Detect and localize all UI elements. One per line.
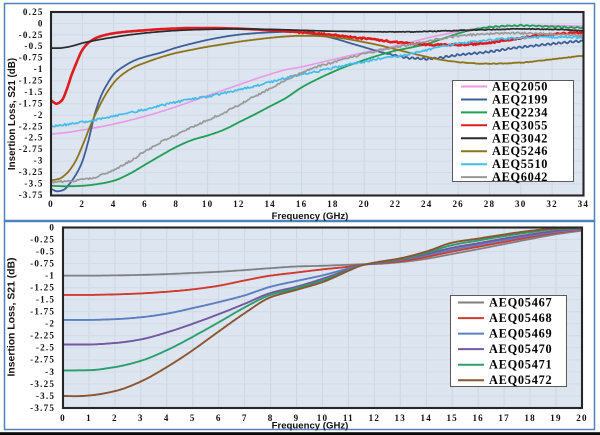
svg-text:-1.5: -1.5 <box>24 87 43 97</box>
svg-text:Frequency (GHz): Frequency (GHz) <box>272 211 349 222</box>
svg-text:-3.25: -3.25 <box>19 167 44 177</box>
svg-text:26: 26 <box>452 199 464 209</box>
svg-text:-2.75: -2.75 <box>19 144 44 154</box>
svg-text:16: 16 <box>296 199 308 209</box>
svg-text:-1.25: -1.25 <box>30 283 55 293</box>
svg-text:Insertion Loss, S21 (dB): Insertion Loss, S21 (dB) <box>7 258 18 377</box>
svg-text:0.25: 0.25 <box>23 7 44 17</box>
svg-text:-1.5: -1.5 <box>36 295 55 305</box>
svg-text:8: 8 <box>268 413 274 423</box>
svg-text:-1.75: -1.75 <box>30 307 55 317</box>
svg-text:-3.5: -3.5 <box>36 391 55 401</box>
svg-text:10: 10 <box>202 199 214 209</box>
svg-text:22: 22 <box>390 199 402 209</box>
svg-text:0: 0 <box>48 199 54 209</box>
svg-text:AEQ5246: AEQ5246 <box>492 144 548 158</box>
svg-text:AEQ05467: AEQ05467 <box>489 296 552 310</box>
svg-text:AEQ05470: AEQ05470 <box>489 342 552 356</box>
svg-text:0: 0 <box>60 413 66 423</box>
svg-text:12: 12 <box>233 199 245 209</box>
svg-text:-2: -2 <box>45 319 55 329</box>
svg-text:AEQ3055: AEQ3055 <box>492 118 548 132</box>
svg-text:4: 4 <box>164 413 170 423</box>
svg-text:5: 5 <box>190 413 196 423</box>
svg-text:6: 6 <box>216 413 222 423</box>
svg-text:-0.75: -0.75 <box>30 259 55 269</box>
svg-text:-2.5: -2.5 <box>36 343 55 353</box>
svg-text:30: 30 <box>515 199 527 209</box>
svg-text:0: 0 <box>38 18 44 28</box>
svg-text:AEQ05471: AEQ05471 <box>489 358 552 372</box>
svg-text:4: 4 <box>111 199 117 209</box>
svg-text:-1: -1 <box>45 271 55 281</box>
svg-text:15: 15 <box>446 413 458 423</box>
svg-text:-0.5: -0.5 <box>36 247 55 257</box>
svg-text:-3.5: -3.5 <box>24 179 43 189</box>
svg-text:8: 8 <box>173 199 179 209</box>
svg-text:AEQ05472: AEQ05472 <box>489 373 552 387</box>
svg-text:18: 18 <box>327 199 339 209</box>
svg-text:10: 10 <box>317 413 329 423</box>
svg-text:2: 2 <box>79 199 85 209</box>
svg-text:-2.5: -2.5 <box>24 133 43 143</box>
svg-text:-3.75: -3.75 <box>30 403 55 413</box>
svg-text:14: 14 <box>421 413 433 423</box>
svg-text:12: 12 <box>369 413 381 423</box>
svg-text:-0.75: -0.75 <box>19 53 44 63</box>
svg-text:19: 19 <box>550 413 562 423</box>
svg-text:-3: -3 <box>34 156 44 166</box>
svg-text:-1.25: -1.25 <box>19 76 44 86</box>
svg-text:-3.25: -3.25 <box>30 379 55 389</box>
svg-text:AEQ2199: AEQ2199 <box>492 93 548 107</box>
svg-text:9: 9 <box>294 413 300 423</box>
svg-text:7: 7 <box>242 413 248 423</box>
svg-text:13: 13 <box>395 413 407 423</box>
svg-text:-2: -2 <box>34 110 44 120</box>
svg-text:-3.75: -3.75 <box>19 190 44 200</box>
svg-text:2: 2 <box>112 413 118 423</box>
svg-text:-2.75: -2.75 <box>30 355 55 365</box>
svg-text:-2.25: -2.25 <box>30 331 55 341</box>
svg-text:-0.25: -0.25 <box>19 30 44 40</box>
svg-text:-1.75: -1.75 <box>19 98 44 108</box>
svg-text:-1: -1 <box>34 64 44 74</box>
svg-text:16: 16 <box>472 413 484 423</box>
svg-text:0: 0 <box>49 222 55 232</box>
svg-text:-0.5: -0.5 <box>24 41 43 51</box>
svg-text:11: 11 <box>343 413 354 423</box>
svg-text:18: 18 <box>524 413 536 423</box>
svg-text:24: 24 <box>421 199 433 209</box>
svg-text:17: 17 <box>498 413 510 423</box>
svg-text:20: 20 <box>576 413 588 423</box>
svg-text:34: 34 <box>578 199 590 209</box>
svg-text:28: 28 <box>484 199 496 209</box>
svg-text:Insertion Loss, S21 (dB): Insertion Loss, S21 (dB) <box>7 58 18 170</box>
svg-text:-2.25: -2.25 <box>19 121 44 131</box>
svg-text:1: 1 <box>86 413 92 423</box>
svg-text:AEQ05468: AEQ05468 <box>489 311 552 325</box>
svg-text:AEQ2050: AEQ2050 <box>492 80 548 94</box>
svg-text:32: 32 <box>546 199 558 209</box>
svg-text:-0.25: -0.25 <box>30 234 55 244</box>
svg-text:AEQ2234: AEQ2234 <box>492 105 548 119</box>
svg-text:6: 6 <box>142 199 148 209</box>
svg-text:-3: -3 <box>45 367 55 377</box>
svg-text:AEQ6042: AEQ6042 <box>492 170 548 184</box>
svg-text:3: 3 <box>138 413 144 423</box>
svg-text:AEQ3042: AEQ3042 <box>492 131 548 145</box>
svg-text:AEQ5510: AEQ5510 <box>492 157 548 171</box>
svg-text:Frequency (GHz): Frequency (GHz) <box>272 421 349 432</box>
svg-text:AEQ05469: AEQ05469 <box>489 327 552 341</box>
svg-text:14: 14 <box>264 199 276 209</box>
svg-text:20: 20 <box>358 199 370 209</box>
